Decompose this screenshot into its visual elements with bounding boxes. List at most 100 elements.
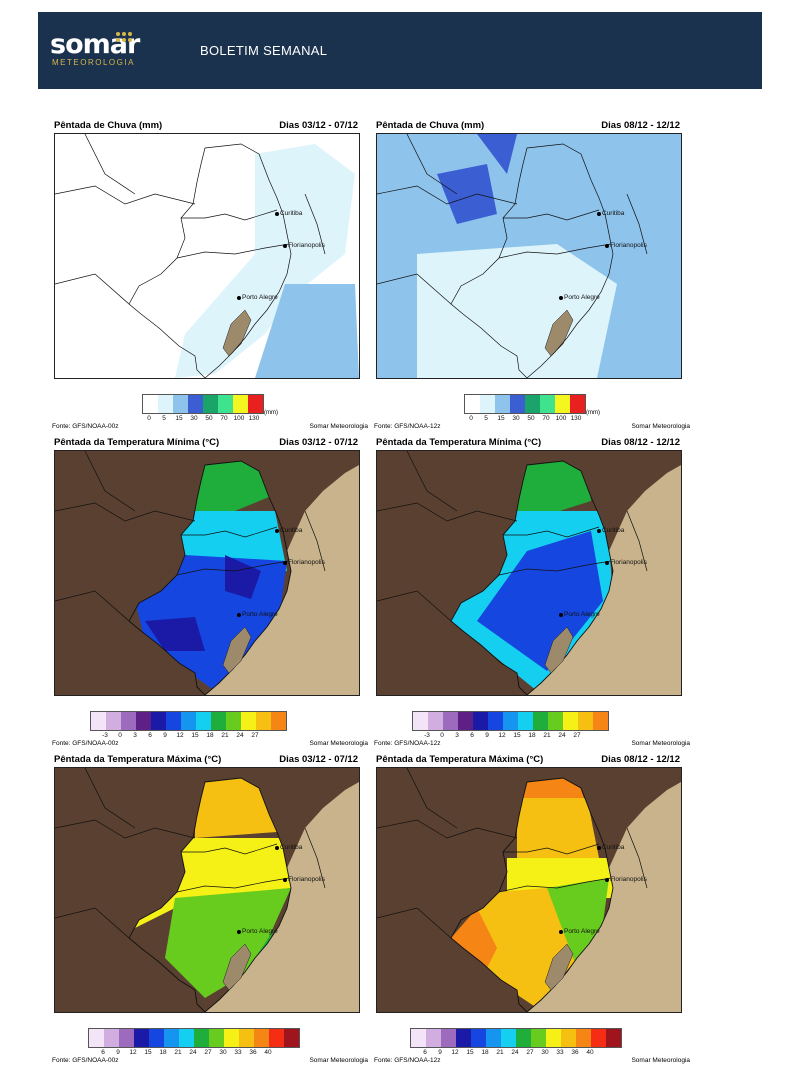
legend-swatch: [518, 712, 533, 730]
legend-swatch: [576, 1029, 591, 1047]
color-legend: [412, 711, 609, 731]
city-marker-icon: [275, 212, 279, 216]
legend-swatch: [158, 395, 173, 413]
city-label: Porto Alegre: [242, 294, 278, 301]
legend-tick-label: 15: [144, 1049, 152, 1056]
legend-tick-label: 36: [571, 1049, 579, 1056]
legend-tick-label: 130: [570, 415, 582, 422]
legend-swatch: [119, 1029, 134, 1047]
city-label: Porto Alegre: [242, 928, 278, 935]
legend-swatch: [91, 712, 106, 730]
panel-title: Pêntada da Temperatura Mínima (°C): [376, 437, 542, 448]
legend-swatch: [149, 1029, 164, 1047]
city-label: Florianopolis: [610, 559, 647, 566]
legend-tick-label: 15: [513, 732, 521, 739]
city-label: Florianopolis: [610, 242, 647, 249]
legend-swatch: [480, 395, 495, 413]
panel-dates: Dias 03/12 - 07/12: [279, 120, 358, 131]
legend-tick-label: 30: [512, 415, 520, 422]
legend-tick-label: 27: [573, 732, 581, 739]
contour-region: [477, 134, 517, 174]
bulletin-title: BOLETIM SEMANAL: [200, 43, 328, 58]
legend-tick-label: 21: [221, 732, 229, 739]
legend-swatch: [591, 1029, 606, 1047]
legend-tick-label: 24: [558, 732, 566, 739]
legend-swatch: [181, 712, 196, 730]
legend-swatch: [166, 712, 181, 730]
legend-swatch: [89, 1029, 104, 1047]
color-legend: [464, 394, 586, 414]
legend-tick-label: 12: [451, 1049, 459, 1056]
legend-swatch: [226, 712, 241, 730]
credit: Somar Meteorologia: [631, 1057, 690, 1064]
legend-tick-label: 24: [236, 732, 244, 739]
legend-swatch: [134, 1029, 149, 1047]
panel-dates: Dias 08/12 - 12/12: [601, 437, 680, 448]
city-label: Curitiba: [280, 844, 303, 851]
legend-swatch: [241, 712, 256, 730]
somar-logo: somar METEOROLOGIA: [50, 30, 140, 74]
legend-tick-label: 50: [527, 415, 535, 422]
legend-tick-label: 33: [556, 1049, 564, 1056]
legend-tick-label: 6: [423, 1049, 427, 1056]
legend-tick-label: 5: [484, 415, 488, 422]
city-marker-icon: [559, 930, 563, 934]
legend-swatch: [456, 1029, 471, 1047]
legend-tick-label: 24: [189, 1049, 197, 1056]
map-canvas: [377, 451, 681, 695]
legend-swatch: [104, 1029, 119, 1047]
map-canvas: [55, 768, 359, 1012]
logo-dots-icon: [116, 32, 138, 44]
legend-tick-label: 15: [466, 1049, 474, 1056]
legend-unit: (mm): [264, 410, 278, 416]
contour-region: [517, 461, 591, 515]
legend-swatch: [188, 395, 203, 413]
credit: Somar Meteorologia: [631, 740, 690, 747]
legend-tick-label: 18: [159, 1049, 167, 1056]
panel-dates: Dias 08/12 - 12/12: [601, 120, 680, 131]
legend-swatch: [516, 1029, 531, 1047]
contour-region: [145, 617, 205, 651]
legend-tick-label: 100: [233, 415, 245, 422]
legend-tick-label: 12: [176, 732, 184, 739]
contour-region: [195, 778, 277, 838]
forecast-map: Curitiba Florianopolis Porto Alegre: [54, 450, 360, 696]
legend-swatch: [209, 1029, 224, 1047]
legend-tick-label: 27: [526, 1049, 534, 1056]
legend-swatch: [179, 1029, 194, 1047]
city-marker-icon: [597, 529, 601, 533]
forecast-map: Curitiba Florianopolis Porto Alegre: [54, 767, 360, 1013]
map-canvas: [55, 451, 359, 695]
legend-swatch: [196, 712, 211, 730]
forecast-map: Curitiba Florianopolis Porto Alegre: [376, 133, 682, 379]
city-marker-icon: [597, 212, 601, 216]
city-marker-icon: [605, 561, 609, 565]
credit: Somar Meteorologia: [309, 1057, 368, 1064]
legend-swatch: [233, 395, 248, 413]
contour-region: [417, 244, 617, 378]
legend-swatch: [211, 712, 226, 730]
contour-region: [175, 144, 355, 378]
city-label: Porto Alegre: [564, 611, 600, 618]
legend-tick-label: 21: [174, 1049, 182, 1056]
legend-tick-label: 18: [528, 732, 536, 739]
legend-tick-label: 36: [249, 1049, 257, 1056]
data-source: Fonte: GFS/NOAA-00z: [52, 423, 119, 430]
credit: Somar Meteorologia: [309, 740, 368, 747]
legend-swatch: [593, 712, 608, 730]
legend-tick-label: 6: [148, 732, 152, 739]
legend-tick-label: 0: [440, 732, 444, 739]
legend-swatch: [426, 1029, 441, 1047]
legend-tick-label: 21: [543, 732, 551, 739]
color-legend: [88, 1028, 300, 1048]
legend-tick-label: 30: [541, 1049, 549, 1056]
city-marker-icon: [597, 846, 601, 850]
contour-region: [129, 838, 291, 938]
city-marker-icon: [559, 296, 563, 300]
legend-tick-label: 15: [497, 415, 505, 422]
legend-swatch: [284, 1029, 299, 1047]
panel-title: Pêntada de Chuva (mm): [54, 120, 163, 131]
legend-swatch: [606, 1029, 621, 1047]
legend-unit: (mm): [586, 410, 600, 416]
legend-tick-label: 6: [470, 732, 474, 739]
